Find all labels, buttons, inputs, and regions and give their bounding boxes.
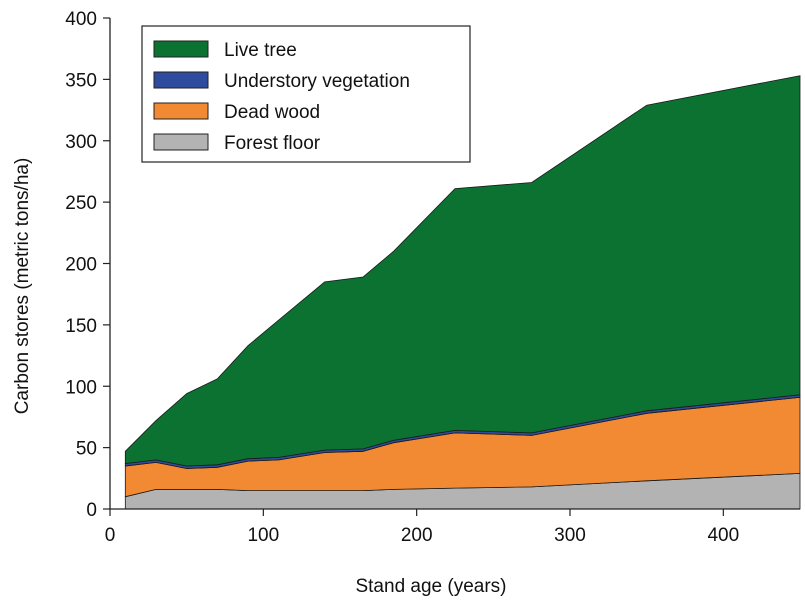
y-tick-label: 250 [65, 193, 97, 214]
legend-label-understory-vegetation: Understory vegetation [224, 71, 410, 92]
legend-label-dead-wood: Dead wood [224, 102, 320, 123]
legend-items: Live tree Understory vegetation Dead wood F… [153, 40, 410, 154]
x-tick-label: 400 [707, 525, 739, 546]
y-tick-label: 200 [65, 255, 97, 276]
y-tick-label: 350 [65, 70, 97, 91]
legend-swatch-dead-wood [153, 102, 209, 120]
area-live-tree [124, 75, 801, 467]
legend-swatch-understory-vegetation [153, 71, 209, 89]
y-tick-label: 100 [65, 377, 97, 398]
ticks-layer: 0 50 100 150 200 250 300 350 400 0 100 200 300 400 [65, 9, 739, 546]
areas-layer [124, 75, 801, 510]
x-tick-label: 300 [554, 525, 586, 546]
y-tick-label: 50 [76, 439, 97, 460]
legend-label-live-tree: Live tree [224, 40, 297, 61]
legend-swatch-forest-floor [153, 133, 209, 151]
y-tick-label: 400 [65, 9, 97, 30]
legend-label-forest-floor: Forest floor [224, 133, 321, 154]
x-tick-label: 0 [105, 525, 116, 546]
legend: Live tree Understory vegetation Dead wood F… [141, 25, 471, 163]
x-tick-label: 200 [401, 525, 433, 546]
y-axis-title: Carbon stores (metric tons/ha) [12, 158, 33, 415]
x-tick-label: 100 [247, 525, 279, 546]
legend-swatch-live-tree [153, 40, 209, 58]
y-tick-label: 150 [65, 316, 97, 337]
x-axis-title: Stand age (years) [355, 576, 506, 597]
y-tick-label: 0 [86, 500, 97, 521]
y-tick-label: 300 [65, 132, 97, 153]
